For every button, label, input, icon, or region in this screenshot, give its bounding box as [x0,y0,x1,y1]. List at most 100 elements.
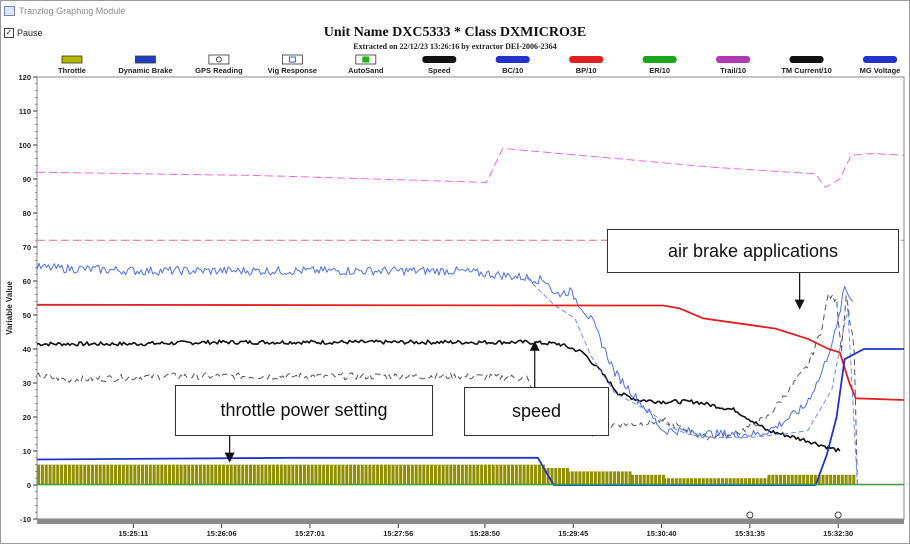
y-tick-label: 40 [23,345,31,354]
window-titlebar: Tranzlog Graphing Module [4,6,125,16]
throttle-bar [206,464,210,485]
throttle-bar [245,464,249,485]
legend-label: Throttle [58,66,86,75]
throttle-bar [90,464,94,485]
throttle-bar [295,464,299,485]
throttle-bar [202,464,206,485]
throttle-bar [550,468,554,485]
throttle-bar [441,464,445,485]
throttle-bar [194,464,199,485]
legend-label: BC/10 [502,66,523,75]
throttle-bar [125,464,129,485]
throttle-bar [491,464,495,485]
throttle-bar [658,474,662,485]
throttle-bar [237,464,241,485]
callout-throttle-text: throttle power setting [220,400,388,420]
legend-label: Dynamic Brake [118,66,172,75]
throttle-bar [52,464,56,485]
throttle-bar [759,478,763,485]
throttle-bar [790,474,794,485]
throttle-bar [241,464,245,485]
throttle-bar [426,464,430,485]
legend-swatch [495,56,530,63]
throttle-bar [406,464,410,485]
throttle-bar [56,464,60,485]
throttle-bar [210,464,214,485]
app-icon [4,6,15,16]
throttle-bar [403,464,407,485]
throttle-bar [299,464,303,485]
throttle-bar [686,478,690,485]
throttle-bar [794,474,798,485]
x-tick-label: 15:31:35 [735,529,765,538]
throttle-bar [214,464,218,485]
throttle-bar [605,471,609,485]
pause-checkbox[interactable]: ✓ Pause [4,28,43,38]
x-tick-label: 15:28:50 [470,529,500,538]
legend-label: Speed [428,66,451,75]
throttle-bar [674,478,678,485]
throttle-bar [728,478,732,485]
throttle-bar [457,464,461,485]
callout-air-brake-applications: air brake applications [607,229,899,273]
throttle-bar [368,464,372,485]
throttle-bar [631,474,635,485]
x-tick-label: 15:30:40 [647,529,677,538]
throttle-bar [570,471,574,485]
throttle-bar [829,474,833,485]
series-line-tm-current-10 [36,293,858,486]
throttle-bar [825,474,829,485]
throttle-bar [844,474,848,485]
throttle-bar [678,478,682,485]
throttle-bar [94,464,98,485]
throttle-bar [690,478,694,485]
throttle-bar [597,471,601,485]
throttle-bar [279,464,283,485]
throttle-bar [650,474,654,485]
y-tick-label: 20 [23,413,31,422]
throttle-bar [693,478,698,485]
throttle-bar [472,464,476,485]
legend-label: GPS Reading [195,66,243,75]
throttle-bar [518,464,522,485]
throttle-bar [717,478,721,485]
throttle-bar [121,464,125,485]
throttle-bar [141,464,145,485]
series-line-vig-response [36,262,854,439]
throttle-bar [601,471,605,485]
throttle-bar [114,464,118,485]
y-tick-label: 110 [19,107,31,116]
throttle-bar [705,478,709,485]
throttle-bar [106,464,110,485]
throttle-bar [554,468,558,485]
series-line-mg-voltage [36,348,904,486]
callout-speed-text: speed [511,401,562,421]
throttle-bar [160,464,164,485]
throttle-bar [152,464,156,485]
throttle-bar [345,464,349,485]
throttle-bar [137,464,141,485]
throttle-bar [156,464,160,485]
throttle-bar [183,464,187,485]
throttle-bar [806,474,810,485]
throttle-bar [464,464,468,485]
series-line-vig-response-dashed- [526,277,858,486]
throttle-bar [171,464,175,485]
throttle-bar [37,464,41,485]
throttle-bar [848,474,852,485]
throttle-bar [449,464,453,485]
legend-swatch [642,56,677,63]
throttle-bar [634,474,638,485]
throttle-bar [562,468,566,485]
throttle-bar [275,464,279,485]
throttle-bar [433,464,437,485]
callout-air-brake-text: air brake applications [667,240,839,261]
throttle-bar [329,464,333,485]
throttle-bar [287,464,291,485]
x-tick-label: 15:27:56 [383,529,413,538]
throttle-bar [809,474,813,485]
throttle-bar [75,464,79,485]
throttle-bar [352,464,357,485]
legend-swatch [422,56,457,63]
